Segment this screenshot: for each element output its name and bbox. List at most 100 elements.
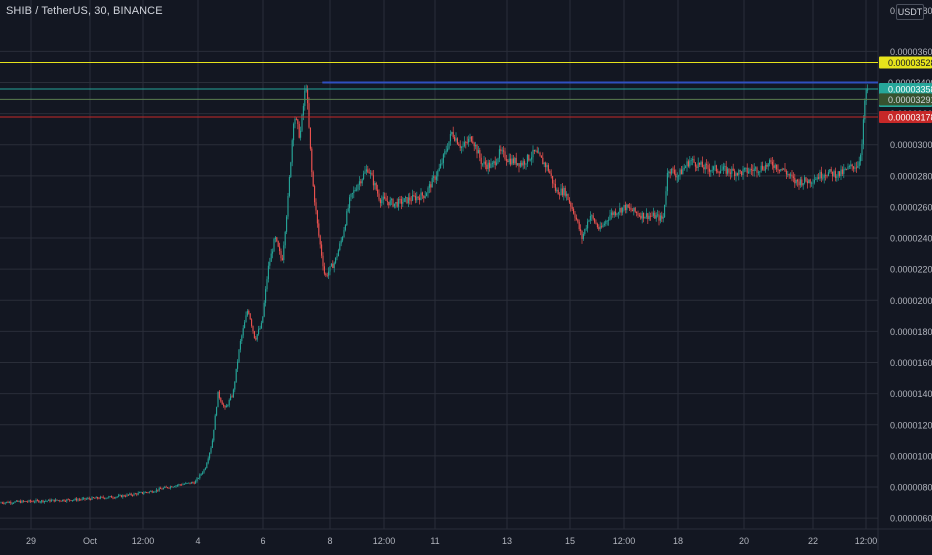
candle-body — [678, 175, 680, 177]
candle-body — [486, 164, 488, 170]
candle-body — [806, 181, 808, 184]
candle-body — [206, 463, 208, 469]
candle-body — [708, 168, 710, 172]
candle-body — [412, 195, 414, 201]
candle-body — [610, 212, 612, 216]
candle-body — [643, 212, 645, 219]
price-label-box — [879, 111, 932, 124]
candle-body — [648, 215, 650, 219]
candle-body — [225, 405, 227, 408]
candle-body — [846, 168, 848, 170]
currency-button[interactable]: USDT — [896, 4, 924, 20]
candle-body — [83, 497, 85, 499]
candle-body — [307, 89, 309, 104]
candle-body — [204, 468, 206, 470]
candle-body — [668, 171, 670, 173]
candle-body — [755, 167, 757, 169]
price-label-box — [879, 93, 932, 106]
candle-body — [508, 158, 510, 162]
candle-body — [444, 151, 446, 155]
candle-body — [452, 132, 454, 138]
candle-body — [491, 163, 493, 164]
candle-body — [456, 138, 458, 145]
candle-body — [686, 161, 688, 167]
candle-body — [710, 170, 712, 172]
candle-body — [559, 194, 561, 196]
x-axis[interactable]: 29 Oct 12:00 4 6 8 12:00 11 13 15 12:00 18 20 22 12:00 — [26, 536, 877, 546]
candle-body — [213, 429, 215, 441]
candle-body — [764, 165, 766, 171]
candle-body — [32, 501, 34, 503]
candle-body — [274, 237, 276, 240]
candle-body — [762, 165, 764, 170]
candle-body — [777, 169, 779, 171]
candle-body — [46, 500, 48, 502]
candle-body — [526, 154, 528, 164]
candle-body — [519, 162, 521, 167]
candle-body — [441, 163, 443, 164]
candle-body — [424, 196, 426, 199]
candle-body — [505, 159, 507, 161]
candle-body — [795, 179, 797, 184]
candle-body — [753, 168, 755, 172]
candle-body — [333, 262, 335, 269]
candle-body — [381, 199, 383, 204]
candle-body — [386, 200, 388, 202]
candle-body — [197, 478, 199, 480]
candle-body — [49, 499, 51, 502]
symbol-title[interactable]: SHIB / TetherUS, 30, BINANCE — [6, 5, 163, 17]
candle-body — [531, 157, 533, 160]
candle-body — [410, 200, 412, 202]
candle-body — [311, 148, 313, 173]
candle-body — [245, 315, 247, 323]
candle-body — [522, 161, 524, 166]
candle-body — [150, 491, 152, 492]
candle-body — [396, 202, 398, 207]
candle-body — [420, 192, 422, 201]
candle-body — [773, 165, 775, 168]
x-tick-label: 12:00 — [613, 536, 636, 546]
candle-body — [207, 458, 209, 464]
candle-body — [689, 160, 691, 167]
candle-body — [249, 313, 251, 320]
candle-body — [717, 171, 719, 173]
candle-body — [788, 174, 790, 176]
candle-body — [104, 497, 106, 499]
candle-body — [350, 193, 352, 198]
x-tick-label: 12:00 — [373, 536, 396, 546]
candle-body — [120, 495, 122, 498]
candle-body — [687, 161, 689, 167]
candle-body — [158, 488, 160, 491]
candle-body — [281, 258, 283, 260]
horizontal-lines[interactable] — [0, 62, 878, 118]
candle-body — [655, 215, 657, 219]
candle-body — [554, 184, 556, 191]
candle-body — [528, 154, 530, 161]
candle-body — [862, 119, 864, 145]
candle-body — [414, 195, 416, 201]
candle-body — [484, 161, 486, 165]
candle-body — [462, 145, 464, 148]
candle-body — [392, 199, 394, 207]
candle-body — [809, 179, 811, 184]
candle-body — [603, 223, 605, 225]
candle-body — [566, 193, 568, 196]
candle-body — [718, 172, 720, 174]
candle-body — [297, 119, 299, 124]
candle-body — [141, 492, 143, 494]
candle-body — [90, 498, 92, 500]
candle-body — [74, 498, 76, 500]
candle-body — [841, 169, 843, 174]
candle-body — [346, 211, 348, 226]
x-tick-label: 29 — [26, 536, 36, 546]
candle-body — [713, 166, 715, 170]
candle-body — [251, 319, 253, 326]
candle-body — [314, 186, 316, 203]
candle-body — [448, 141, 450, 149]
candle-body — [76, 498, 78, 501]
candle-body — [794, 177, 796, 184]
candle-body — [615, 211, 617, 215]
